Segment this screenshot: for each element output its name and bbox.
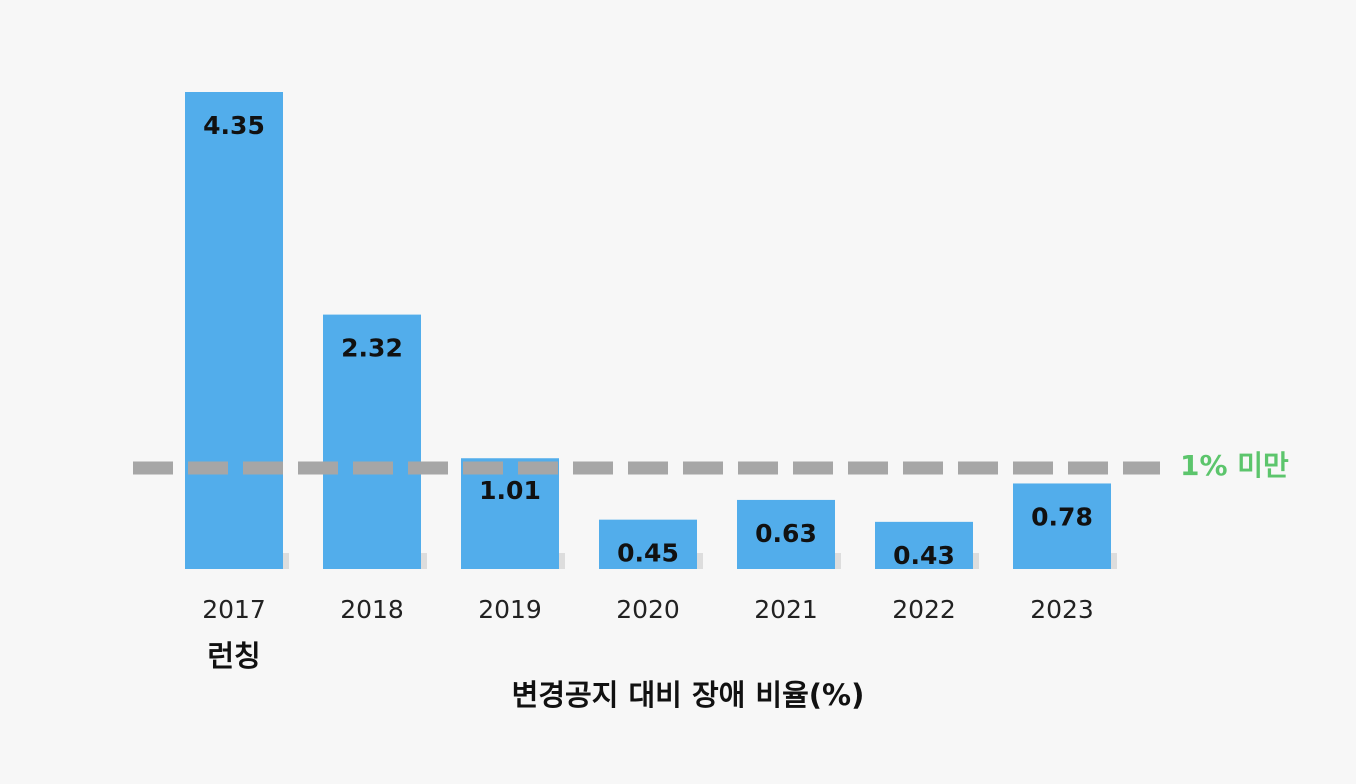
value-label-2022: 0.43: [893, 541, 955, 570]
threshold-label: 1% 미만: [1180, 449, 1289, 482]
bar-2019: [461, 458, 559, 569]
x-tick-label-2022: 2022: [892, 595, 956, 624]
x-tick-label-2017: 2017: [202, 595, 266, 624]
value-label-2017: 4.35: [203, 111, 265, 140]
x-tick-label-2019: 2019: [478, 595, 542, 624]
x-tick-label-2018: 2018: [340, 595, 404, 624]
bar-2023: [1013, 483, 1111, 569]
labels-layer: 4.35 2017 2.32 2018 1.01 2019 0.45 2020 0.63 2021…: [202, 111, 1094, 673]
bars-layer: [185, 92, 1117, 569]
annotation-label: 런칭: [207, 639, 260, 673]
value-label-2020: 0.45: [617, 539, 679, 568]
threshold-layer: 1% 미만: [133, 449, 1289, 482]
bar-2022: [875, 521, 973, 569]
bar-2021: [737, 499, 835, 569]
value-label-2018: 2.32: [341, 334, 403, 363]
bar-2017: [185, 92, 283, 569]
bar-2018: [323, 314, 421, 569]
x-axis-title: 변경공지 대비 장애 비율(%): [512, 678, 865, 712]
value-label-2021: 0.63: [755, 519, 817, 548]
x-tick-label-2020: 2020: [616, 595, 680, 624]
x-tick-label-2021: 2021: [754, 595, 818, 624]
x-tick-label-2023: 2023: [1030, 595, 1094, 624]
value-label-2023: 0.78: [1031, 502, 1093, 531]
value-label-2019: 1.01: [479, 476, 541, 505]
bar-2020: [599, 519, 697, 569]
